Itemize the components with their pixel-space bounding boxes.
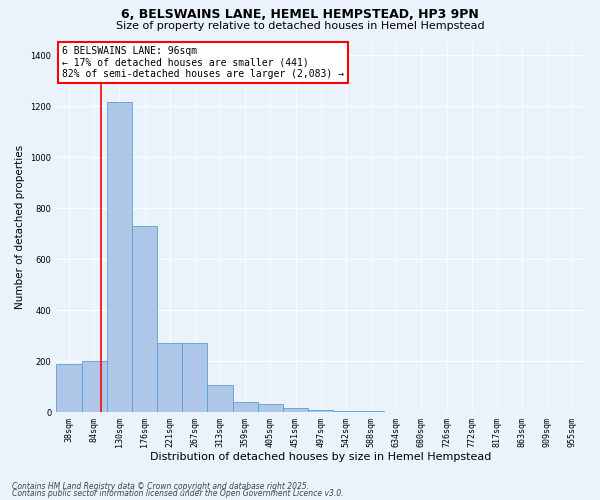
Y-axis label: Number of detached properties: Number of detached properties <box>15 145 25 310</box>
Text: 6 BELSWAINS LANE: 96sqm
← 17% of detached houses are smaller (441)
82% of semi-d: 6 BELSWAINS LANE: 96sqm ← 17% of detache… <box>62 46 344 80</box>
X-axis label: Distribution of detached houses by size in Hemel Hempstead: Distribution of detached houses by size … <box>150 452 491 462</box>
Bar <box>258 404 283 412</box>
Bar <box>358 411 383 412</box>
Bar <box>157 344 182 412</box>
Bar <box>233 402 258 412</box>
Bar <box>283 408 308 412</box>
Text: Size of property relative to detached houses in Hemel Hempstead: Size of property relative to detached ho… <box>116 21 484 31</box>
Bar <box>107 102 132 412</box>
Text: Contains public sector information licensed under the Open Government Licence v3: Contains public sector information licen… <box>12 490 343 498</box>
Bar <box>182 344 208 412</box>
Bar <box>56 364 82 412</box>
Bar <box>333 411 358 412</box>
Bar <box>132 226 157 412</box>
Text: 6, BELSWAINS LANE, HEMEL HEMPSTEAD, HP3 9PN: 6, BELSWAINS LANE, HEMEL HEMPSTEAD, HP3 … <box>121 8 479 20</box>
Text: Contains HM Land Registry data © Crown copyright and database right 2025.: Contains HM Land Registry data © Crown c… <box>12 482 309 491</box>
Bar <box>208 386 233 412</box>
Bar <box>308 410 333 412</box>
Bar <box>82 361 107 412</box>
